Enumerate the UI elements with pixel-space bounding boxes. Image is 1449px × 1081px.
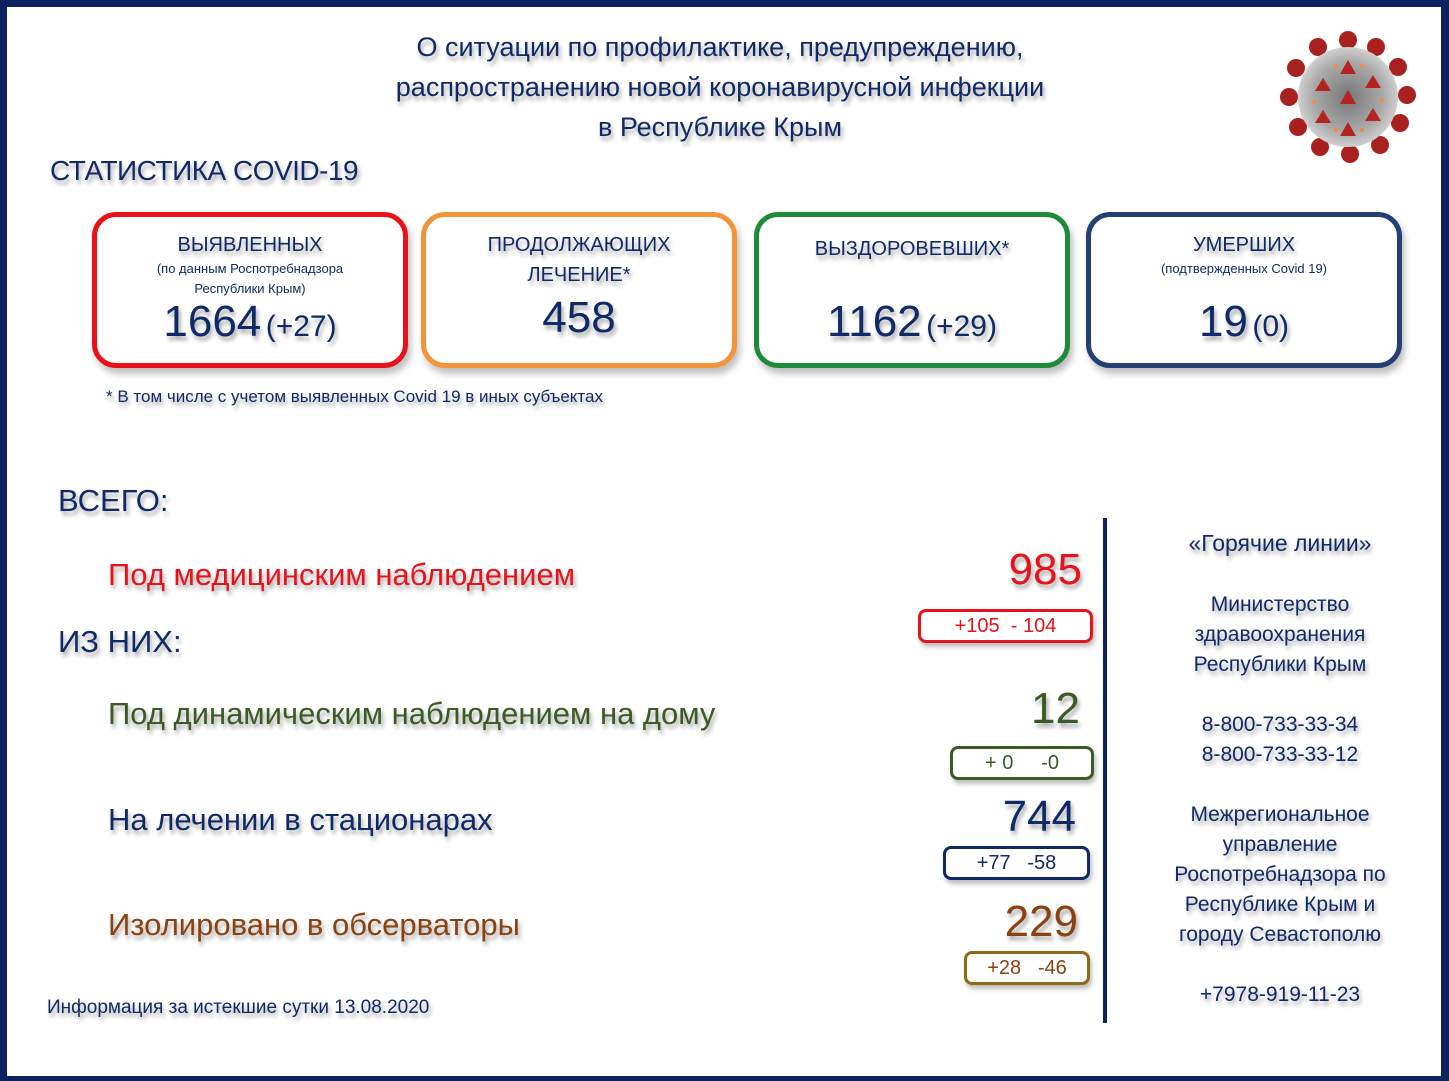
card-recovered-value: 1162 bbox=[827, 297, 922, 346]
coronavirus-icon bbox=[1280, 31, 1416, 163]
row-medical-observation-label: Под медицинским наблюдением bbox=[108, 557, 576, 592]
row-home-observation-value: 12 bbox=[1031, 684, 1080, 733]
row-observatory-delta: +28 -46 bbox=[964, 951, 1090, 985]
card-deceased-sub: (подтвержденных Covid 19) bbox=[1160, 261, 1328, 276]
card-deceased-delta: (0) bbox=[1252, 310, 1290, 343]
card-under-treatment-value: 458 bbox=[542, 293, 616, 342]
org1-phone-2[interactable]: 8-800-733-33-12 bbox=[1201, 743, 1359, 766]
org1-phone-1[interactable]: 8-800-733-33-34 bbox=[1201, 713, 1359, 736]
header-all: ВСЕГО: bbox=[58, 483, 169, 518]
hotlines-panel: «Горячие линии» Министерство здравоохран… bbox=[1140, 528, 1420, 1010]
org2-line-4: Республике Крым и bbox=[1184, 893, 1376, 916]
card-detected: ВЫЯВЛЕННЫХ (по данным Роспотребнадзора Р… bbox=[92, 212, 408, 368]
row-medical-observation-value: 985 bbox=[1008, 545, 1082, 594]
row-hospital-value: 744 bbox=[1002, 792, 1076, 841]
row-observatory-label: Изолировано в обсерваторы bbox=[108, 907, 520, 942]
card-detected-delta: (+27) bbox=[265, 310, 337, 343]
row-hospital-delta: +77 -58 bbox=[943, 846, 1090, 880]
org2-line-1: Межрегиональное bbox=[1190, 803, 1370, 826]
org1-line-3: Республики Крым bbox=[1193, 653, 1367, 676]
page-title: О ситуации по профилактике, предупрежден… bbox=[300, 27, 1140, 147]
org2-line-2: управление bbox=[1222, 833, 1338, 856]
divider-line bbox=[1103, 518, 1107, 1023]
card-recovered: ВЫЗДОРОВЕВШИХ* 1162 (+29) bbox=[754, 212, 1070, 368]
card-under-treatment: ПРОДОЛЖАЮЩИХ ЛЕЧЕНИЕ* 458 bbox=[421, 212, 737, 368]
row-hospital-label: На лечении в стационарах bbox=[108, 802, 493, 837]
row-medical-observation-delta: +105 - 104 bbox=[918, 609, 1093, 643]
row-home-observation-label: Под динамическим наблюдением на дому bbox=[108, 696, 716, 731]
title-line-2: распространению новой коронавирусной инф… bbox=[395, 72, 1045, 102]
card-under-treatment-label-2: ЛЕЧЕНИЕ* bbox=[527, 264, 631, 286]
org2-line-5: городу Севастополю bbox=[1179, 923, 1381, 946]
title-line-3: в Республике Крым bbox=[597, 112, 843, 142]
row-observatory-value: 229 bbox=[1004, 897, 1078, 946]
row-home-observation-delta: + 0 -0 bbox=[950, 746, 1094, 780]
org2-line-3: Роспотребнадзора по bbox=[1174, 863, 1386, 886]
card-deceased: УМЕРШИХ (подтвержденных Covid 19) 19 (0) bbox=[1086, 212, 1402, 368]
org1-line-2: здравоохранения bbox=[1194, 623, 1366, 646]
card-deceased-label: УМЕРШИХ bbox=[1192, 234, 1296, 256]
card-detected-label: ВЫЯВЛЕННЫХ bbox=[177, 234, 323, 256]
card-detected-sub-1: (по данным Роспотребнадзора bbox=[156, 261, 344, 276]
card-detected-value: 1664 bbox=[163, 297, 262, 346]
info-date-text: Информация за истекшие сутки 13.08.2020 bbox=[47, 997, 430, 1018]
stats-footnote: * В том числе с учетом выявленных Covid … bbox=[106, 387, 603, 406]
org2-phone[interactable]: +7978-919-11-23 bbox=[1199, 983, 1361, 1006]
stats-section-title: СТАТИСТИКА COVID-19 bbox=[50, 155, 359, 186]
card-detected-sub-2: Республики Крым) bbox=[194, 281, 306, 296]
title-line-1: О ситуации по профилактике, предупрежден… bbox=[416, 32, 1024, 62]
hotlines-title: «Горячие линии» bbox=[1188, 530, 1372, 556]
card-under-treatment-label-1: ПРОДОЛЖАЮЩИХ bbox=[487, 234, 671, 256]
org1-line-1: Министерство bbox=[1210, 593, 1350, 616]
card-recovered-label: ВЫЗДОРОВЕВШИХ* bbox=[814, 238, 1010, 260]
header-of-them: ИЗ НИХ: bbox=[58, 624, 182, 659]
card-deceased-value: 19 bbox=[1198, 297, 1248, 346]
card-recovered-delta: (+29) bbox=[926, 310, 997, 343]
